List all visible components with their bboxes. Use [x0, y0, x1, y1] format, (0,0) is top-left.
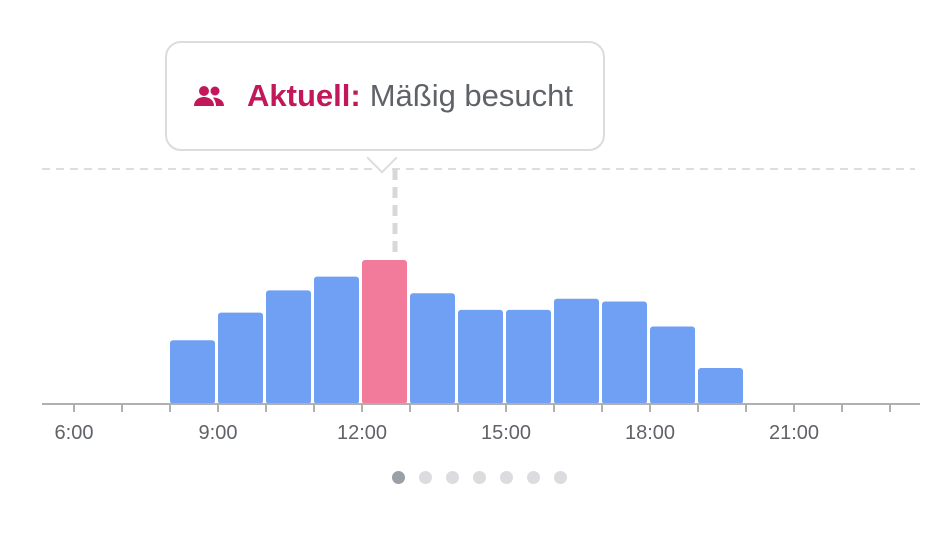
page-dot[interactable]	[500, 471, 513, 484]
page-dot[interactable]	[446, 471, 459, 484]
tooltip-value: Mäßig besucht	[369, 78, 574, 113]
bar	[458, 309, 503, 404]
page-indicator	[392, 471, 567, 484]
page-dot[interactable]	[473, 471, 486, 484]
bar	[698, 367, 743, 404]
x-tick-label: 15:00	[481, 422, 531, 444]
x-tick-label: 12:00	[337, 422, 387, 444]
bar-current	[362, 259, 407, 404]
page-dot[interactable]	[527, 471, 540, 484]
page-dot[interactable]	[419, 471, 432, 484]
tooltip-label: Aktuell:	[247, 78, 361, 113]
bar	[218, 312, 263, 404]
x-tick-label: 21:00	[769, 422, 819, 444]
x-tick-label: 18:00	[625, 422, 675, 444]
bar	[506, 309, 551, 404]
bar	[554, 298, 599, 404]
bar	[650, 326, 695, 404]
bar	[314, 276, 359, 404]
page-dot[interactable]	[554, 471, 567, 484]
people-icon	[194, 86, 224, 106]
page-dot-active[interactable]	[392, 471, 405, 484]
bar	[266, 290, 311, 404]
x-tick-label: 9:00	[199, 422, 238, 444]
bar	[170, 340, 215, 404]
x-tick-label: 6:00	[55, 422, 94, 444]
current-busyness-tooltip: Aktuell: Mäßig besucht	[165, 41, 605, 151]
bar	[602, 301, 647, 404]
bar	[410, 293, 455, 404]
